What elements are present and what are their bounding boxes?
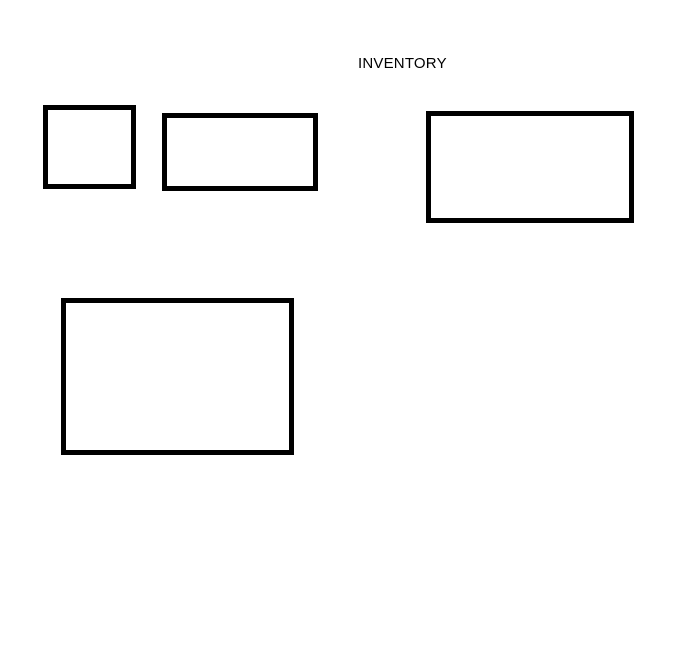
inventory-box-4: [61, 298, 294, 455]
page-title: INVENTORY: [358, 55, 447, 72]
inventory-box-1: [43, 105, 136, 189]
inventory-box-3: [426, 111, 634, 223]
inventory-box-2: [162, 113, 318, 191]
